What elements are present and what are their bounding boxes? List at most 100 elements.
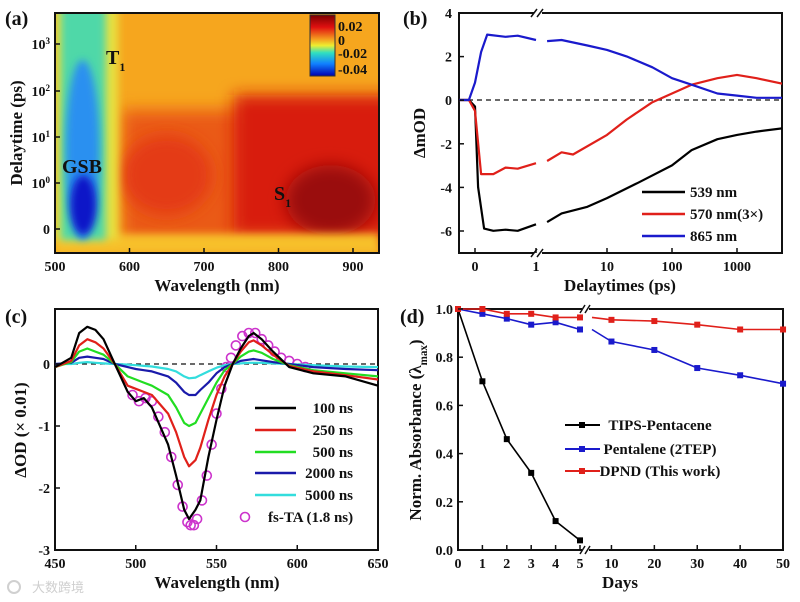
y-tick-label: 102 bbox=[31, 83, 50, 100]
y-tick-label: 2 bbox=[445, 51, 452, 66]
series-line-1 bbox=[55, 338, 378, 468]
y-tick-label-exp: 3 bbox=[45, 36, 50, 46]
panel-a-heatmap: (a)500 600 700 800 9000100101102103Wavelengt… bbox=[5, 8, 380, 295]
scatter-point-fs-ta bbox=[191, 513, 203, 525]
watermark-text: 大数跨境 bbox=[32, 581, 84, 596]
colorbar-tick-label: -0.04 bbox=[338, 63, 367, 78]
axis-break-gap bbox=[582, 305, 589, 313]
y-tick-label: -1 bbox=[38, 420, 50, 435]
colorbar-tick-label: 0.02 bbox=[338, 20, 363, 35]
colorbar bbox=[309, 14, 336, 77]
y-tick-label: 0.8 bbox=[436, 351, 454, 366]
x-tick-label: 4 bbox=[552, 557, 559, 572]
scatter-point-fs-ta bbox=[188, 519, 200, 531]
panel-c-label: (c) bbox=[5, 306, 27, 328]
x-tick-label: 700 bbox=[194, 260, 215, 275]
y-tick-label-exp: 2 bbox=[45, 83, 50, 93]
x-tick-label: 20 bbox=[647, 557, 661, 572]
series-marker-2 bbox=[503, 310, 510, 317]
series-marker-2 bbox=[780, 326, 787, 333]
x-axis-title: Days bbox=[602, 573, 638, 592]
series-marker-1 bbox=[577, 326, 583, 333]
panel-d-label: (d) bbox=[400, 306, 424, 328]
series-line-0 bbox=[457, 308, 581, 542]
series-marker-0 bbox=[479, 378, 486, 385]
colorbar-tick-label: -0.02 bbox=[338, 47, 367, 62]
y-tick-label: 0 bbox=[445, 94, 452, 109]
axis-break-icon bbox=[530, 8, 544, 18]
x-tick-label: 50 bbox=[776, 557, 790, 572]
series-marker-2 bbox=[528, 310, 535, 317]
y-tick-label-exp: 1 bbox=[45, 129, 50, 139]
y-tick-label-base: 10 bbox=[31, 85, 45, 100]
y-tick-label: 103 bbox=[31, 36, 50, 53]
series-marker-2 bbox=[479, 306, 486, 312]
panel-d-frame bbox=[457, 308, 784, 551]
series-marker-1 bbox=[479, 310, 486, 317]
y-axis-title: Norm. Absorbance (λmax) bbox=[406, 339, 430, 520]
x-tick-label: 10 bbox=[600, 260, 614, 275]
series-line-2 bbox=[458, 308, 580, 319]
scatter-point-fs-ta bbox=[237, 330, 248, 342]
series-marker-1 bbox=[608, 338, 615, 345]
y-tick-label-base: 10 bbox=[31, 177, 45, 192]
series-line-2 bbox=[55, 347, 378, 428]
axis-break-icon bbox=[579, 545, 591, 555]
y-tick-label: 0.4 bbox=[436, 448, 454, 463]
colorbar-tick-label: 0 bbox=[338, 34, 345, 49]
annotation-s1-sub: 1 bbox=[285, 196, 291, 210]
watermark-logo-icon bbox=[7, 580, 21, 594]
series-line-2 bbox=[547, 38, 782, 99]
axis-break-gap bbox=[534, 249, 542, 257]
legend-marker-fs-ta bbox=[239, 511, 251, 523]
y-axis-title: ΔOD (× 0.01) bbox=[11, 382, 30, 477]
annotation-gsb: GSB bbox=[62, 156, 102, 178]
legend-label: 865 nm bbox=[690, 229, 738, 245]
y-tick-label-base: 10 bbox=[31, 38, 45, 53]
x-axis-title: Wavelength (nm) bbox=[154, 276, 279, 295]
y-axis-title-suffix: ) bbox=[406, 339, 425, 345]
series-marker-2 bbox=[608, 316, 615, 323]
x-tick-label: 5 bbox=[577, 557, 584, 572]
heatmap-image bbox=[55, 13, 379, 253]
series-line-0 bbox=[546, 127, 782, 224]
x-tick-label: 550 bbox=[206, 557, 227, 572]
scatter-point-fs-ta bbox=[249, 327, 261, 339]
x-tick-label: 0 bbox=[472, 260, 479, 275]
x-tick-label: 650 bbox=[368, 557, 389, 572]
series-marker-2 bbox=[737, 326, 744, 333]
heatmap-region bbox=[70, 175, 97, 235]
legend-label: Pentalene (2TEP) bbox=[604, 442, 717, 458]
panel-d-stability: (d) 0 1 2 3 4 5 10 20 30 40 50 1.0 0.8 0.6 0.4 0.2 0.0 Day… bbox=[400, 303, 790, 592]
axis-break-gap bbox=[534, 9, 542, 17]
scatter-point-fs-ta bbox=[185, 519, 196, 531]
series-marker-0 bbox=[552, 518, 559, 525]
axis-break-gap bbox=[582, 546, 589, 554]
x-tick-label: 10 bbox=[604, 557, 618, 572]
legend-marker-0 bbox=[579, 422, 585, 428]
x-tick-label: 40 bbox=[733, 557, 747, 572]
series-marker-0 bbox=[528, 469, 535, 476]
legend-label: 500 ns bbox=[313, 445, 354, 461]
y-tick-label: -4 bbox=[440, 181, 452, 196]
x-tick-label: 0 bbox=[455, 557, 462, 572]
y-tick-label: 100 bbox=[31, 175, 50, 192]
x-tick-label: 600 bbox=[287, 557, 308, 572]
y-tick-label: 0.2 bbox=[436, 496, 454, 511]
series-line-1 bbox=[457, 308, 581, 331]
y-tick-label: 4 bbox=[445, 7, 452, 22]
series-marker-1 bbox=[780, 380, 787, 387]
y-tick-label: -3 bbox=[38, 544, 50, 559]
series-marker-2 bbox=[694, 321, 701, 328]
y-tick-label: -2 bbox=[440, 138, 452, 153]
annotation-s1-main: S bbox=[274, 183, 285, 205]
legend-label: 250 ns bbox=[313, 423, 354, 439]
y-tick-label: 1.0 bbox=[436, 303, 454, 318]
series-line-2 bbox=[591, 316, 783, 331]
legend-marker-1 bbox=[579, 446, 585, 452]
annotation-gsb-main: GSB bbox=[62, 156, 102, 178]
series-line-0 bbox=[459, 98, 537, 232]
series-marker-2 bbox=[577, 314, 583, 321]
y-tick-label-exp: 0 bbox=[45, 175, 50, 185]
